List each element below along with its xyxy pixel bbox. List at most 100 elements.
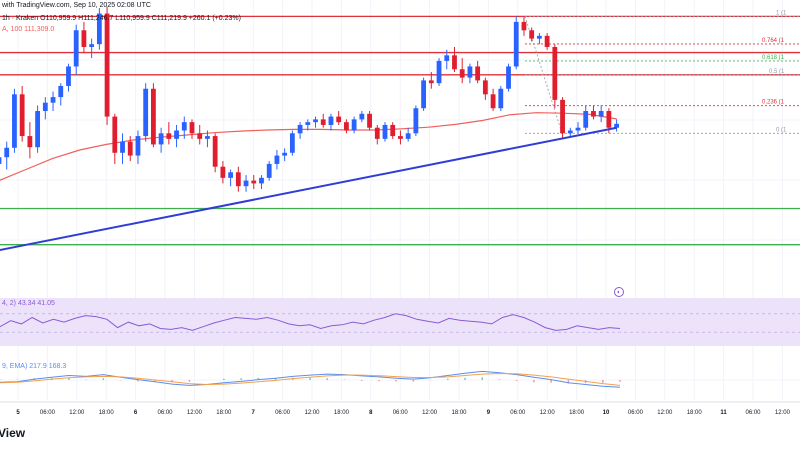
candle-up[interactable] (537, 35, 542, 39)
candle-up[interactable] (351, 119, 357, 131)
candle-down[interactable] (459, 69, 465, 78)
candle-down[interactable] (127, 141, 133, 156)
candle-down[interactable] (606, 111, 612, 128)
candle-up[interactable] (158, 133, 164, 145)
candle-down[interactable] (336, 116, 342, 123)
candle-up[interactable] (228, 172, 233, 178)
candle-up[interactable] (259, 177, 264, 184)
candle-up[interactable] (583, 111, 589, 128)
candle-up[interactable] (96, 13, 102, 45)
candle-up[interactable] (266, 163, 272, 178)
candle-down[interactable] (112, 116, 118, 153)
candle-up[interactable] (467, 66, 473, 78)
candle-up[interactable] (50, 97, 56, 103)
candle-up[interactable] (313, 119, 318, 123)
candle-down[interactable] (27, 136, 33, 148)
candle-down[interactable] (251, 180, 257, 184)
candle-down[interactable] (166, 133, 172, 139)
time-axis: 5 06:00 12:00 18:00 6 06:00 12:00 18:00 7 06:00 12… (0, 401, 800, 416)
candle-down[interactable] (220, 166, 226, 178)
replay-icon[interactable] (614, 287, 624, 297)
candle-up[interactable] (274, 155, 280, 164)
trend-line[interactable] (0, 126, 617, 252)
candle-down[interactable] (197, 133, 203, 139)
time-tick-label: 8 (369, 410, 373, 416)
candle-up[interactable] (305, 122, 311, 125)
candle-up[interactable] (382, 124, 388, 139)
fib-level-label: 1 (1 (776, 10, 787, 16)
rsi-indicator (0, 313, 800, 333)
candle-up[interactable] (506, 66, 511, 89)
candle-up[interactable] (174, 130, 179, 139)
candle-up[interactable] (614, 123, 619, 128)
time-tick-label: 06:00 (510, 410, 526, 416)
candle-up[interactable] (58, 85, 64, 98)
time-tick-label: 06:00 (157, 410, 173, 416)
candle-up[interactable] (66, 66, 71, 86)
candle-up[interactable] (567, 130, 573, 134)
candle-up[interactable] (4, 147, 10, 158)
candle-down[interactable] (151, 88, 156, 145)
candle-down[interactable] (390, 124, 396, 137)
candle-up[interactable] (297, 124, 303, 134)
time-tick-label: 06:00 (40, 410, 56, 416)
candle-up[interactable] (405, 133, 411, 139)
candle-down[interactable] (490, 94, 496, 109)
candle-up[interactable] (513, 21, 519, 67)
candle-down[interactable] (81, 30, 87, 47)
candle-up[interactable] (89, 44, 95, 47)
candle-up[interactable] (413, 108, 419, 134)
candle-up[interactable] (328, 116, 334, 125)
candle-down[interactable] (475, 66, 481, 81)
candle-down[interactable] (104, 13, 110, 117)
candle-down[interactable] (367, 113, 372, 128)
time-tick-label: 11 (720, 410, 727, 416)
candle-up[interactable] (0, 157, 2, 164)
candle-up[interactable] (143, 88, 149, 137)
candle-up[interactable] (12, 94, 17, 148)
candle-down[interactable] (189, 122, 195, 134)
rsi-legend: 4, 2) 43.34 41.05 (2, 300, 55, 307)
candle-down[interactable] (320, 119, 326, 125)
replay-icon-group (614, 287, 624, 297)
time-tick-label: 18:00 (334, 410, 350, 416)
candle-down[interactable] (398, 136, 403, 139)
candle-down[interactable] (19, 94, 25, 137)
candle-up[interactable] (282, 152, 288, 156)
candle-up[interactable] (35, 111, 40, 148)
candle-up[interactable] (42, 102, 48, 112)
candle-down[interactable] (235, 172, 241, 187)
candle-down[interactable] (521, 21, 527, 31)
candle-down[interactable] (544, 35, 550, 47)
candle-down[interactable] (482, 80, 488, 95)
time-tick-label: 06:00 (393, 410, 409, 416)
candle-up[interactable] (205, 136, 210, 139)
candle-up[interactable] (575, 127, 581, 131)
candle-up[interactable] (73, 30, 79, 67)
candle-up[interactable] (436, 60, 442, 84)
candle-up[interactable] (444, 55, 450, 61)
candle-down[interactable] (529, 30, 535, 39)
macd-legend: 9, EMA) 217.9 168.3 (2, 363, 67, 370)
candle-down[interactable] (591, 111, 596, 117)
candle-up[interactable] (243, 180, 249, 187)
candle-up[interactable] (181, 122, 187, 131)
candle-down[interactable] (374, 127, 380, 139)
candle-up[interactable] (598, 111, 604, 117)
time-tick-label: 12:00 (304, 410, 320, 416)
candle-up[interactable] (135, 136, 141, 156)
candle-down[interactable] (552, 46, 558, 100)
candle-up[interactable] (120, 141, 125, 153)
candle-up[interactable] (421, 80, 426, 109)
candle-down[interactable] (428, 80, 434, 84)
candle-down[interactable] (560, 99, 565, 134)
candle-up[interactable] (359, 113, 365, 120)
candle-down[interactable] (344, 122, 349, 131)
candle-up[interactable] (498, 88, 504, 109)
candle-down[interactable] (212, 136, 218, 167)
candle-down[interactable] (452, 55, 457, 70)
trend-line-group (0, 126, 617, 252)
candle-up[interactable] (289, 133, 295, 153)
